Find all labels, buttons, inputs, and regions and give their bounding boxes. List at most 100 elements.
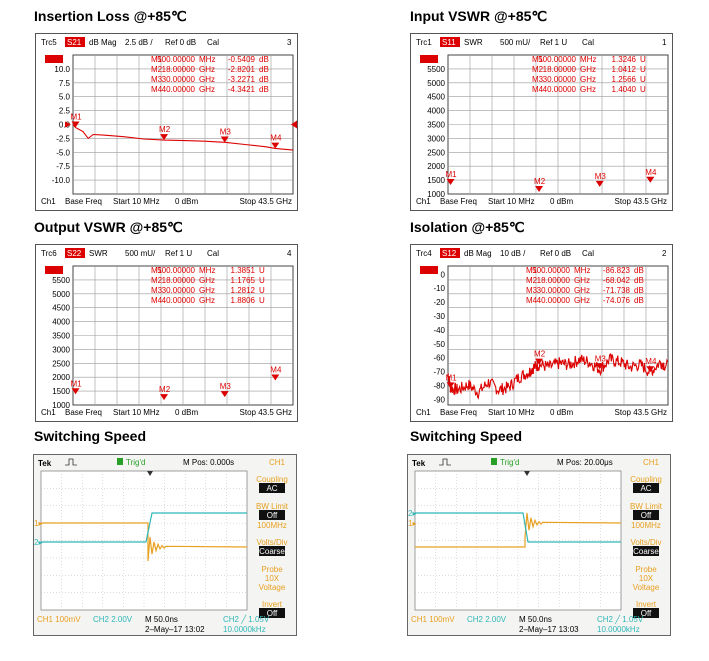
marker-table-freq-unit: GHz — [199, 65, 215, 74]
trace-id: Trc1 — [416, 38, 432, 47]
marker-table-unit: U — [259, 286, 265, 295]
base-freq-label: Base Freq — [65, 408, 102, 417]
marker-table-freq-unit: GHz — [574, 296, 590, 305]
start-freq-label: Start 10 MHz — [488, 197, 535, 206]
side-menu-sub: Voltage — [633, 583, 660, 592]
scale-label: 500 mU/ — [125, 249, 156, 258]
marker-table-id: M2 — [526, 276, 538, 285]
ch1-ground-marker: 1▸ — [408, 519, 416, 528]
marker-table-freq-unit: MHz — [580, 55, 596, 64]
side-menu-value: Off — [267, 511, 278, 520]
isolation-title: Isolation @+85℃ — [410, 219, 525, 235]
y-tick-label: 1000 — [52, 401, 70, 410]
marker-triangle — [646, 176, 655, 183]
marker-triangle — [595, 180, 604, 187]
y-tick-label: 0.0 — [59, 121, 71, 130]
panel-frame — [35, 244, 298, 422]
y-tick-label: -10 — [433, 284, 445, 293]
marker-triangle — [535, 358, 544, 365]
marker-label: M4 — [645, 168, 657, 177]
trace-line — [72, 124, 294, 151]
marker-triangle — [446, 382, 455, 389]
stop-freq-label: Stop 43.5 GHz — [240, 197, 292, 206]
marker-label: M4 — [270, 366, 282, 375]
side-menu-label: Coupling — [256, 475, 288, 484]
scale-label: 2.5 dB / — [125, 38, 153, 47]
format-label: SWR — [464, 38, 483, 47]
side-menu-sub: Voltage — [259, 583, 286, 592]
marker-label: M3 — [220, 382, 232, 391]
param-badge — [440, 248, 460, 258]
y-tick-label: 5.0 — [59, 93, 71, 102]
y-tick-label: 3000 — [52, 345, 70, 354]
marker-triangle — [160, 394, 169, 401]
trigger-shape-icon — [65, 458, 77, 466]
marker-table-freq: 30.00000 — [162, 286, 196, 295]
marker-label: M3 — [595, 172, 607, 181]
side-menu-value: AC — [266, 484, 277, 493]
base-freq-label: Base Freq — [440, 197, 477, 206]
marker-table-freq-unit: GHz — [574, 286, 590, 295]
marker-table-freq-unit: GHz — [199, 85, 215, 94]
scope-brand: Tek — [38, 459, 52, 468]
timebase: M 50.0ns — [519, 615, 552, 624]
y-tick-label: 5500 — [427, 65, 445, 74]
vna-panel-output-vswr: Trc6 S22 SWR 500 mU/Ref 1 U Cal 4 5500 5000 4500… — [35, 244, 298, 422]
marker-label: M4 — [645, 357, 657, 366]
trace-number: 4 — [287, 249, 292, 258]
marker-triangle — [446, 178, 455, 185]
trig-status: Trig'd — [126, 458, 145, 467]
marker-table-freq: 18.00000 — [162, 65, 196, 74]
marker-table-freq: 40.00000 — [162, 85, 196, 94]
marker-table-value: 1.4040 — [612, 85, 637, 94]
trace-number: 2 — [662, 249, 667, 258]
trig-status-icon — [491, 458, 497, 465]
ch1-ground-marker: 1▸ — [34, 519, 42, 528]
marker-table-unit: dB — [634, 286, 644, 295]
vna-panel-isolation: Trc4 S12 dB Mag 10 dB / Ref 0 dB Cal 2 0 -10 -20 -… — [410, 244, 673, 422]
y-tick-label: -70 — [433, 368, 445, 377]
side-menu-sub: 10X — [265, 574, 280, 583]
trace-number: 1 — [662, 38, 667, 47]
ch2-ground-marker: 2▸ — [408, 509, 416, 518]
trigger-shape-icon — [439, 458, 451, 466]
side-menu-label: Volts/Div — [630, 538, 661, 547]
marker-table-freq: 40.00000 — [537, 296, 571, 305]
scope-panel-2: Tek Trig'd M Pos: 20.00μs CH1 1▸ 2▸ Coupling AC… — [407, 454, 671, 641]
marker-table-freq-unit: GHz — [580, 65, 596, 74]
marker-label: M1 — [71, 113, 83, 122]
y-tick-label: 2500 — [52, 359, 70, 368]
side-menu-label: BW Limit — [630, 502, 663, 511]
param-badge-small — [420, 266, 438, 274]
date-time: 2–May–17 13:03 — [519, 625, 579, 634]
marker-table-value: 1.2812 — [231, 286, 256, 295]
marker-table-freq: 18.00000 — [162, 276, 196, 285]
marker-label: M2 — [534, 350, 546, 359]
ref-level-marker — [65, 121, 71, 128]
param-label: S12 — [442, 249, 457, 258]
frequency: 10.0000kHz — [223, 625, 266, 634]
param-badge — [440, 37, 460, 47]
marker-label: M3 — [220, 127, 232, 136]
marker-table-unit: U — [640, 85, 646, 94]
trace-id: Trc5 — [41, 38, 57, 47]
insertion-loss-title: Insertion Loss @+85℃ — [34, 8, 187, 24]
side-menu-label: Probe — [635, 565, 657, 574]
param-badge-small — [45, 55, 63, 63]
side-menu-value-box — [633, 608, 659, 618]
ch2-waveform — [41, 512, 247, 543]
channel-label: Ch1 — [41, 408, 56, 417]
timebase: M 50.0ns — [145, 615, 178, 624]
ref-label: Ref 0 dB — [165, 38, 196, 47]
start-freq-label: Start 10 MHz — [488, 408, 535, 417]
channel-label: Ch1 — [416, 197, 431, 206]
trace-id: Trc4 — [416, 249, 432, 258]
marker-table-unit: dB — [634, 296, 644, 305]
scope-panel-1: Tek Trig'd M Pos: 0.000s CH1 1▸ 2▸ Coupling AC B… — [33, 454, 297, 641]
marker-triangle — [271, 374, 280, 381]
marker-table-value: 1.8806 — [231, 296, 256, 305]
cal-label: Cal — [207, 249, 219, 258]
trace-line — [447, 352, 669, 400]
marker-table-unit: U — [259, 296, 265, 305]
side-menu-label: Invert — [636, 600, 657, 609]
